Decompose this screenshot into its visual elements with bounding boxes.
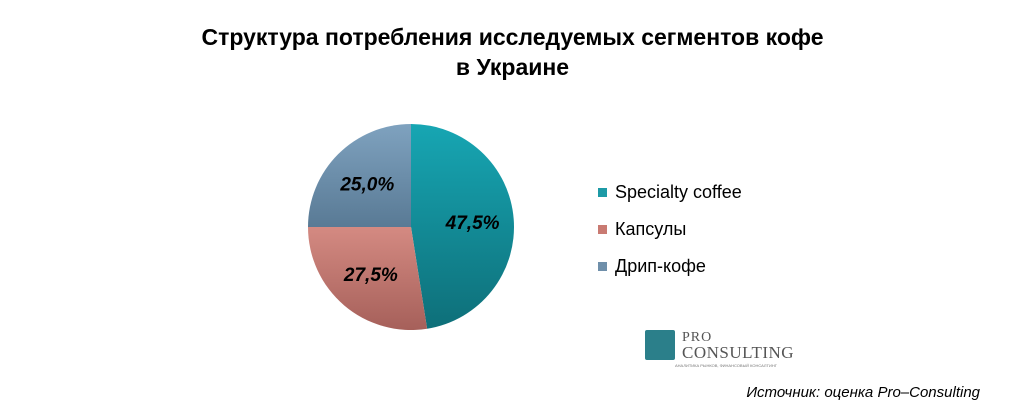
logo-consulting-text: CONSULTING: [682, 343, 795, 362]
pro-consulting-logo: PRO CONSULTING АНАЛИТИКА РЫНКОВ, ФИНАНСО…: [645, 330, 795, 372]
legend: Specialty coffee Капсулы Дрип-кофе: [598, 174, 742, 285]
pie-slice-specialty-coffee: [411, 124, 515, 329]
legend-swatch-specialty-coffee: [598, 188, 607, 197]
legend-swatch-capsules: [598, 225, 607, 234]
legend-label-capsules: Капсулы: [615, 219, 687, 239]
chart-title-line-2: в Украине: [455, 54, 570, 80]
pie-slice-capsules: [308, 227, 428, 330]
legend-item-drip-coffee: Дрип-кофе: [598, 248, 742, 285]
logo-tagline: АНАЛИТИКА РЫНКОВ, ФИНАНСОВЫЙ КОНСАЛТИНГ: [675, 363, 777, 368]
chart-title: Структура потребления исследуемых сегмен…: [0, 22, 1025, 82]
data-label-drip-coffee: 25,0%: [339, 174, 394, 195]
legend-item-specialty-coffee: Specialty coffee: [598, 174, 742, 211]
logo-mark-icon: [645, 330, 675, 360]
source-note: Источник: оценка Pro–Consulting: [746, 384, 980, 401]
data-label-capsules: 27,5%: [343, 265, 398, 286]
legend-label-specialty-coffee: Specialty coffee: [615, 182, 742, 202]
chart-title-line-1: Структура потребления исследуемых сегмен…: [201, 24, 824, 50]
legend-label-drip-coffee: Дрип-кофе: [615, 256, 706, 276]
legend-item-capsules: Капсулы: [598, 211, 742, 248]
legend-swatch-drip-coffee: [598, 262, 607, 271]
data-label-specialty-coffee: 47,5%: [445, 213, 500, 234]
pie-slice-drip-coffee: [308, 124, 411, 227]
logo-pro-text: PRO: [682, 330, 713, 345]
